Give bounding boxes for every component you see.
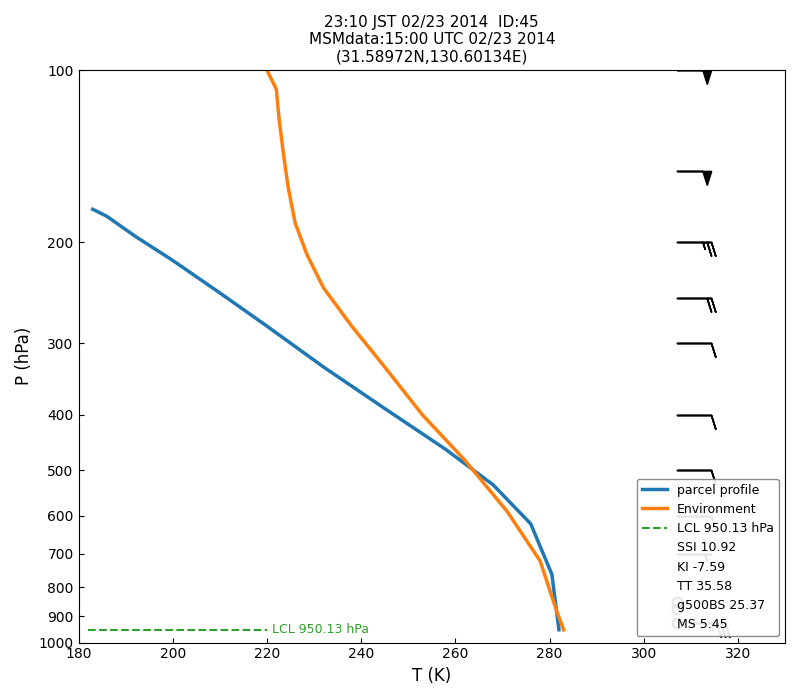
parcel profile <box>88 205 98 214</box>
parcel profile <box>547 570 557 579</box>
parcel profile <box>262 322 272 330</box>
Environment <box>552 607 562 615</box>
Environment <box>380 363 390 371</box>
Environment <box>283 183 293 191</box>
parcel profile <box>554 626 564 634</box>
Environment <box>535 556 545 565</box>
parcel profile <box>318 363 328 371</box>
Environment <box>559 626 569 634</box>
Environment <box>262 66 272 74</box>
parcel profile <box>168 256 178 265</box>
Environment <box>418 411 427 419</box>
parcel profile <box>488 480 498 489</box>
parcel profile <box>441 445 450 454</box>
Text: LCL 950.13 hPa: LCL 950.13 hPa <box>272 624 369 636</box>
parcel profile <box>102 212 111 220</box>
parcel profile <box>526 519 535 528</box>
Line: Environment: Environment <box>267 70 564 630</box>
Environment <box>271 85 281 94</box>
Environment <box>460 456 470 464</box>
Environment <box>318 284 328 292</box>
Legend: parcel profile, Environment, LCL 950.13 hPa, SSI 10.92, KI -7.59, TT 35.58, g500: parcel profile, Environment, LCL 950.13 … <box>637 479 778 636</box>
Environment <box>278 150 288 158</box>
X-axis label: T (K): T (K) <box>412 667 451 685</box>
parcel profile <box>130 232 140 240</box>
Environment <box>302 251 312 259</box>
Environment <box>290 219 300 228</box>
parcel profile <box>380 405 390 413</box>
Y-axis label: P (hPa): P (hPa) <box>15 327 33 386</box>
Line: parcel profile: parcel profile <box>93 209 559 630</box>
parcel profile <box>215 288 225 297</box>
Environment <box>274 111 283 120</box>
Environment <box>502 508 512 516</box>
LCL 950.13 hPa <box>262 626 272 634</box>
Title: 23:10 JST 02/23 2014  ID:45
MSMdata:15:00 UTC 02/23 2014
(31.58972N,130.60134E): 23:10 JST 02/23 2014 ID:45 MSMdata:15:00… <box>309 15 555 65</box>
Environment <box>347 322 357 330</box>
LCL 950.13 hPa <box>83 626 93 634</box>
